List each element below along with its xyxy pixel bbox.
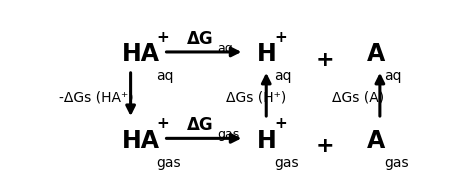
Text: +: + [157,117,169,131]
Text: +: + [274,117,287,131]
Text: HA: HA [122,42,159,66]
Text: H: H [257,42,277,66]
Text: +: + [316,50,334,70]
Text: gas: gas [217,128,239,141]
Text: A: A [367,42,385,66]
Text: HA: HA [122,128,159,153]
Text: aq: aq [157,69,174,83]
Text: aq: aq [217,42,233,55]
Text: -ΔGs (HA⁺): -ΔGs (HA⁺) [60,90,134,104]
Text: ΔG: ΔG [187,30,214,48]
Text: +: + [274,30,287,45]
Text: A: A [367,128,385,153]
Text: gas: gas [274,156,299,170]
Text: aq: aq [274,69,292,83]
Text: +: + [157,30,169,45]
Text: +: + [316,136,334,156]
Text: aq: aq [385,69,402,83]
Text: gas: gas [157,156,181,170]
Text: ΔG: ΔG [187,116,214,134]
Text: H: H [257,128,277,153]
Text: gas: gas [385,156,409,170]
Text: ΔGs (A): ΔGs (A) [332,90,385,104]
Text: ΔGs (H⁺): ΔGs (H⁺) [226,90,286,104]
